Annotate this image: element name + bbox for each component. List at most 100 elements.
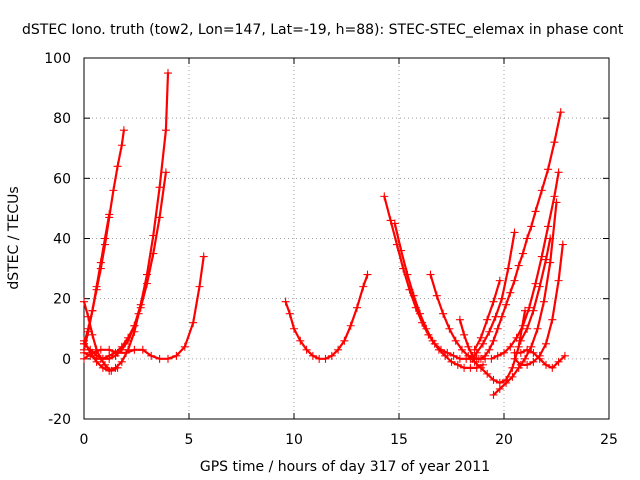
data-point xyxy=(518,321,527,330)
data-point xyxy=(514,342,523,351)
data-point xyxy=(426,270,435,279)
data-point xyxy=(497,294,506,303)
data-point xyxy=(523,360,532,369)
data-point xyxy=(544,165,553,174)
y-tick-label: 0 xyxy=(62,352,71,368)
series-trace xyxy=(429,273,527,384)
data-point xyxy=(164,69,172,78)
y-tick-label: 80 xyxy=(53,111,71,127)
data-point xyxy=(386,216,395,225)
data-point xyxy=(189,318,198,327)
data-point xyxy=(199,252,208,261)
data-point xyxy=(546,258,555,267)
data-point xyxy=(523,234,532,243)
y-tick-label: 100 xyxy=(44,51,71,67)
data-point xyxy=(88,330,97,339)
data-point xyxy=(489,336,498,345)
axis-ticks xyxy=(83,57,610,420)
data-point xyxy=(483,369,492,378)
data-point xyxy=(105,366,114,375)
data-point xyxy=(334,345,343,354)
data-point xyxy=(138,345,147,354)
data-point xyxy=(495,276,504,285)
series-10 xyxy=(390,219,487,372)
data-point xyxy=(556,108,565,117)
data-point xyxy=(321,354,330,363)
x-tick-label: 25 xyxy=(600,432,618,448)
series-2 xyxy=(80,210,114,354)
data-point xyxy=(529,306,538,315)
data-layer xyxy=(80,69,569,399)
data-point xyxy=(445,324,454,333)
data-point xyxy=(493,351,502,360)
x-axis-label: GPS time / hours of day 317 of year 2011 xyxy=(200,459,490,475)
data-point xyxy=(476,354,485,363)
data-point xyxy=(491,312,500,321)
data-point xyxy=(514,261,523,270)
data-point xyxy=(550,138,559,147)
data-point xyxy=(296,336,305,345)
data-point xyxy=(537,186,546,195)
data-point xyxy=(84,312,93,321)
data-point xyxy=(80,297,88,306)
data-point xyxy=(487,354,496,363)
data-point xyxy=(432,291,441,300)
data-point xyxy=(359,282,368,291)
data-point xyxy=(346,321,355,330)
series-9 xyxy=(380,192,490,363)
x-tick-label: 15 xyxy=(390,432,408,448)
data-point xyxy=(495,384,504,393)
series-18 xyxy=(510,345,569,372)
data-point xyxy=(380,192,389,201)
data-point xyxy=(508,372,517,381)
data-point xyxy=(281,297,290,306)
data-point xyxy=(537,252,546,261)
data-point xyxy=(124,333,133,342)
series-14 xyxy=(470,276,504,354)
data-point xyxy=(449,351,458,360)
data-point xyxy=(416,309,424,318)
x-tick-label: 0 xyxy=(80,432,89,448)
data-point xyxy=(523,324,532,333)
data-point xyxy=(161,126,170,135)
data-point xyxy=(92,282,101,291)
data-point xyxy=(453,360,462,369)
data-point xyxy=(134,309,143,318)
series-trace xyxy=(82,255,205,360)
x-tick-labels: 0 5 10 15 20 25 xyxy=(80,432,618,448)
data-point xyxy=(546,234,555,243)
data-point xyxy=(489,375,498,384)
data-point xyxy=(101,234,109,243)
data-point xyxy=(550,192,559,201)
data-point xyxy=(489,297,498,306)
data-point xyxy=(512,333,521,342)
data-point xyxy=(481,351,490,360)
series-17 xyxy=(487,168,563,363)
data-point xyxy=(525,303,534,312)
data-point xyxy=(466,354,475,363)
data-point xyxy=(504,264,513,273)
data-point xyxy=(155,213,164,222)
data-point xyxy=(88,348,97,357)
data-point xyxy=(155,354,164,363)
data-point xyxy=(308,351,317,360)
data-point xyxy=(554,276,563,285)
data-point xyxy=(527,222,536,231)
data-point xyxy=(483,315,492,324)
data-point xyxy=(535,354,544,363)
data-point xyxy=(506,342,515,351)
series-3 xyxy=(80,69,172,363)
series-13 xyxy=(466,228,519,363)
data-point xyxy=(130,345,139,354)
data-point xyxy=(533,324,542,333)
data-point xyxy=(113,348,122,357)
data-point xyxy=(390,219,399,228)
data-point xyxy=(447,357,456,366)
data-point xyxy=(529,357,538,366)
y-tick-label: 60 xyxy=(53,171,71,187)
series-8 xyxy=(281,270,372,363)
data-point xyxy=(460,330,469,339)
x-tick-label: 20 xyxy=(495,432,513,448)
data-point xyxy=(476,363,485,372)
data-point xyxy=(195,282,204,291)
